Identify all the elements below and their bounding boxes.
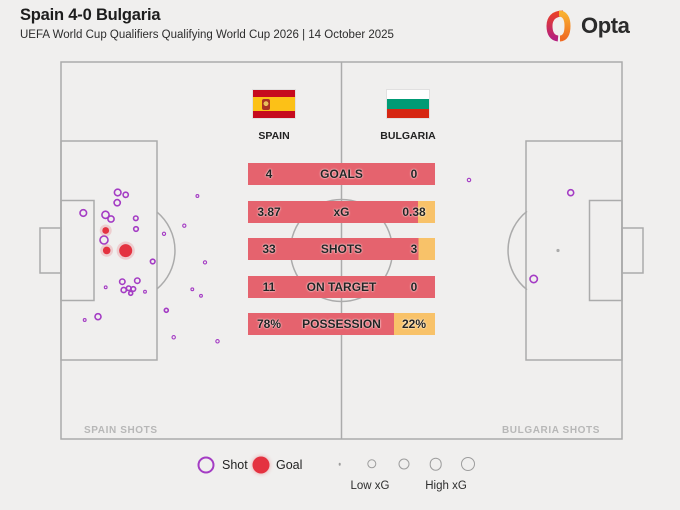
shot-marker	[118, 278, 126, 286]
goal-legend-label: Goal	[276, 457, 303, 472]
shot-marker	[195, 194, 200, 198]
bulgaria-flag	[387, 90, 429, 118]
shot-marker	[182, 223, 187, 228]
stat-home-value: 4	[265, 167, 273, 181]
goal-marker	[102, 246, 111, 255]
bulgaria-flag-stripe	[387, 108, 429, 118]
stat-home-value: 3.87	[257, 204, 281, 219]
stat-label: GOALS	[320, 167, 363, 181]
stat-away-value: 3	[410, 242, 418, 256]
shot-marker	[107, 215, 115, 223]
stat-label: SHOTS	[320, 242, 363, 256]
shot-marker	[101, 210, 110, 220]
shot-marker	[127, 290, 134, 297]
stat-row: 33 SHOTS 3	[248, 238, 435, 260]
goal-legend-icon	[252, 456, 270, 473]
stat-row: 78% POSSESSION 22%	[248, 313, 435, 335]
spain-flag	[253, 90, 295, 118]
goal-marker	[102, 227, 110, 234]
stats-table: 4 GOALS 0 3.87 xG 0.38 33 SHOTS 3 11 ON TARGET 0 78%…	[248, 163, 435, 351]
goal-marker	[119, 244, 133, 258]
stat-label: POSSESSION	[302, 317, 381, 331]
stat-home-value: 78%	[256, 317, 282, 331]
page-title: Spain 4-0 Bulgaria	[20, 6, 161, 24]
stat-label: xG	[333, 204, 350, 219]
shot-legend-label: Shot	[222, 457, 248, 472]
spain-flag-emblem	[262, 98, 270, 110]
shot-marker	[122, 191, 130, 199]
home-team-name: SPAIN	[258, 130, 290, 142]
stat-away-value: 0	[410, 279, 418, 294]
stat-away-value: 22%	[401, 317, 427, 331]
spain-flag-stripe	[253, 97, 295, 111]
stat-home-value: 33	[262, 242, 276, 256]
opta-logo: Opta	[545, 10, 630, 42]
shot-marker	[529, 274, 539, 284]
spain-shots-label: SPAIN SHOTS	[84, 425, 158, 436]
brand-name: Opta	[581, 13, 630, 38]
shot-marker	[79, 208, 88, 218]
shot-marker	[130, 285, 137, 293]
spain-flag-stripe	[253, 111, 295, 118]
shot-marker	[466, 177, 472, 183]
shot-marker	[120, 286, 128, 294]
bulgaria-shots-label: BULGARIA SHOTS	[502, 425, 600, 436]
shot-marker	[202, 260, 208, 265]
shot-marker	[113, 188, 122, 197]
xg-scale-circle	[338, 462, 341, 466]
pitch-lines	[39, 61, 644, 440]
bulgaria-flag-stripe	[387, 99, 429, 109]
shot-marker	[132, 225, 140, 233]
shot-marker	[161, 231, 167, 236]
xg-scale-circle	[366, 459, 377, 469]
shot-marker	[190, 287, 195, 292]
shot-marker	[133, 277, 141, 285]
shot-marker	[143, 289, 147, 294]
stat-row: 11 ON TARGET 0	[248, 275, 435, 298]
shot-marker	[99, 235, 109, 245]
shot-marker	[103, 285, 108, 290]
shot-marker	[149, 258, 156, 265]
stat-label: ON TARGET	[306, 279, 377, 294]
shot-markers	[79, 177, 575, 344]
xg-scale-circle	[429, 457, 442, 471]
stat-row: 3.87 xG 0.38	[248, 200, 435, 223]
shot-marker	[163, 307, 170, 314]
shot-marker	[94, 312, 102, 321]
opta-logo-icon	[546, 10, 571, 42]
stat-away-value: 0	[410, 167, 418, 181]
stat-row: 4 GOALS 0	[248, 163, 435, 185]
shot-marker	[82, 318, 87, 322]
away-team-name: BULGARIA	[380, 130, 436, 142]
shot-marker	[113, 198, 122, 207]
shot-marker	[171, 335, 176, 340]
xg-scale-circle	[398, 458, 409, 470]
high-xg-label: High xG	[425, 480, 467, 492]
bulgaria-flag-stripe	[387, 90, 429, 100]
shot-marker	[132, 215, 139, 222]
xg-scale-circle	[460, 457, 475, 471]
spain-flag-stripe	[253, 90, 295, 97]
shot-legend-icon	[197, 456, 214, 473]
shot-marker	[566, 188, 575, 197]
stat-away-value: 0.38	[402, 204, 426, 219]
shot-marker	[215, 339, 220, 344]
stat-home-value: 11	[262, 279, 276, 294]
low-xg-label: Low xG	[350, 480, 390, 492]
shot-marker	[199, 293, 203, 298]
page-subtitle: UEFA World Cup Qualifiers Qualifying Wor…	[20, 29, 394, 41]
header: Spain 4-0 Bulgaria UEFA World Cup Qualif…	[20, 6, 394, 41]
